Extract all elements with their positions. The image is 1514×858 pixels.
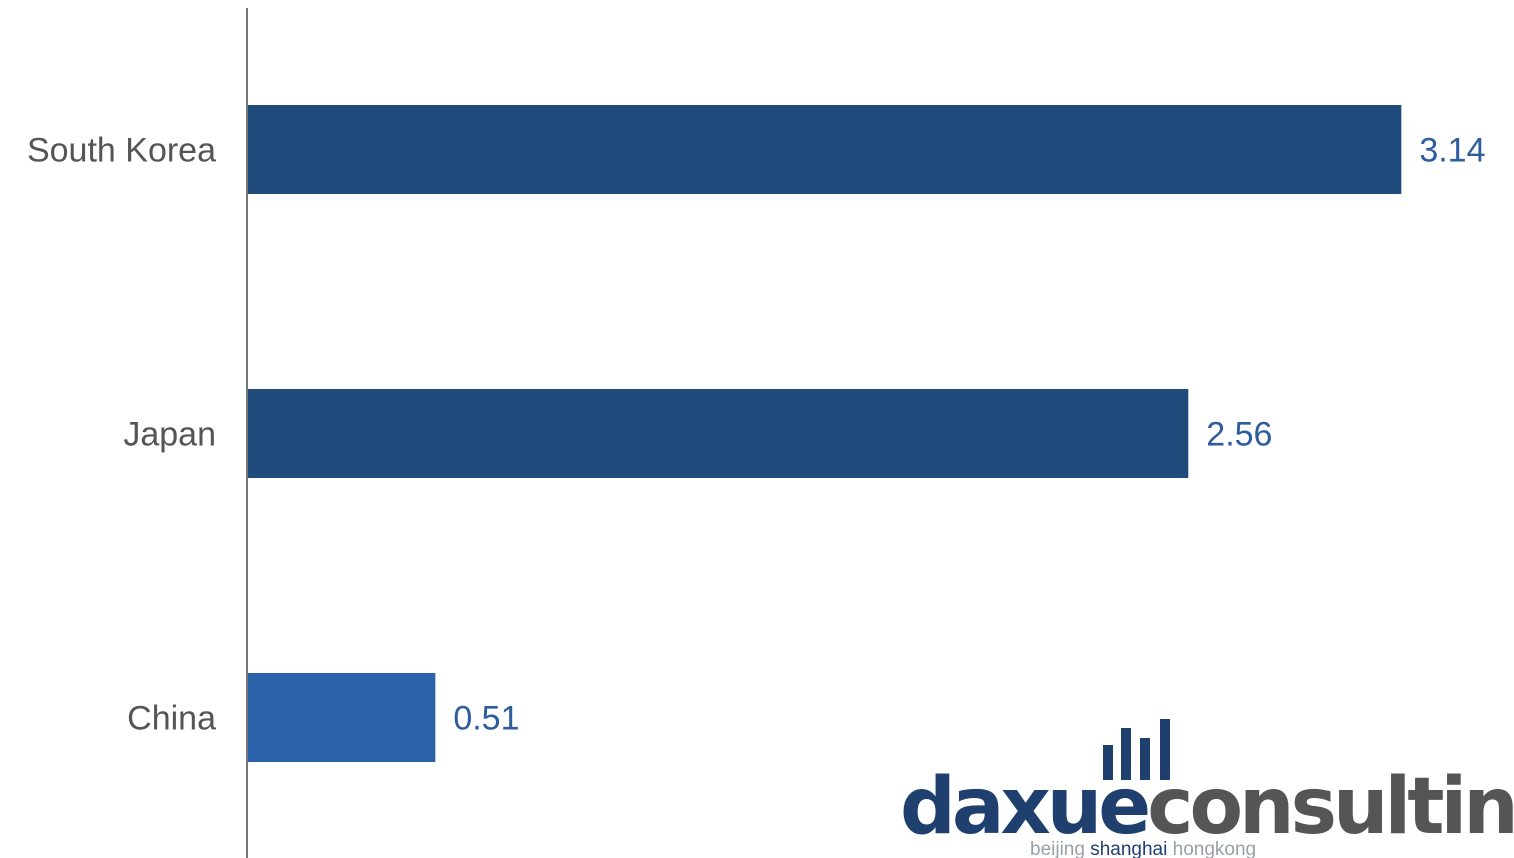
logo-bars-icon [1103,719,1170,780]
logo-icon-bar [1140,738,1150,780]
logo-tagline-part1: beijing [1030,839,1085,858]
logo-tagline: beijing shanghai hongkong [1030,839,1256,858]
logo-wordmark: daxueconsulting [900,762,1514,852]
logo-wordmark-part1: daxue [900,762,1148,852]
category-label-japan: Japan [123,416,216,454]
logo-icon-bar [1121,728,1131,780]
logo-icon-bar [1160,719,1170,780]
bars-group: South Korea 3.14 Japan 2.56 China 0.51 [27,105,1486,762]
value-label-china: 0.51 [453,700,519,738]
bar-japan [248,389,1189,478]
category-label-china: China [127,700,216,738]
category-label-south-korea: South Korea [27,132,216,170]
value-label-south-korea: 3.14 [1419,132,1485,170]
daxue-logo: daxueconsulting beijing shanghai hongkon… [900,719,1514,858]
logo-wordmark-part2: consulting [1147,762,1514,852]
logo-icon-bar [1103,745,1113,780]
bar-south-korea [248,105,1402,194]
logo-tagline-part3: hongkong [1173,839,1256,858]
logo-tagline-part2: shanghai [1090,839,1167,858]
value-label-japan: 2.56 [1206,416,1272,454]
bar-china [248,673,436,762]
